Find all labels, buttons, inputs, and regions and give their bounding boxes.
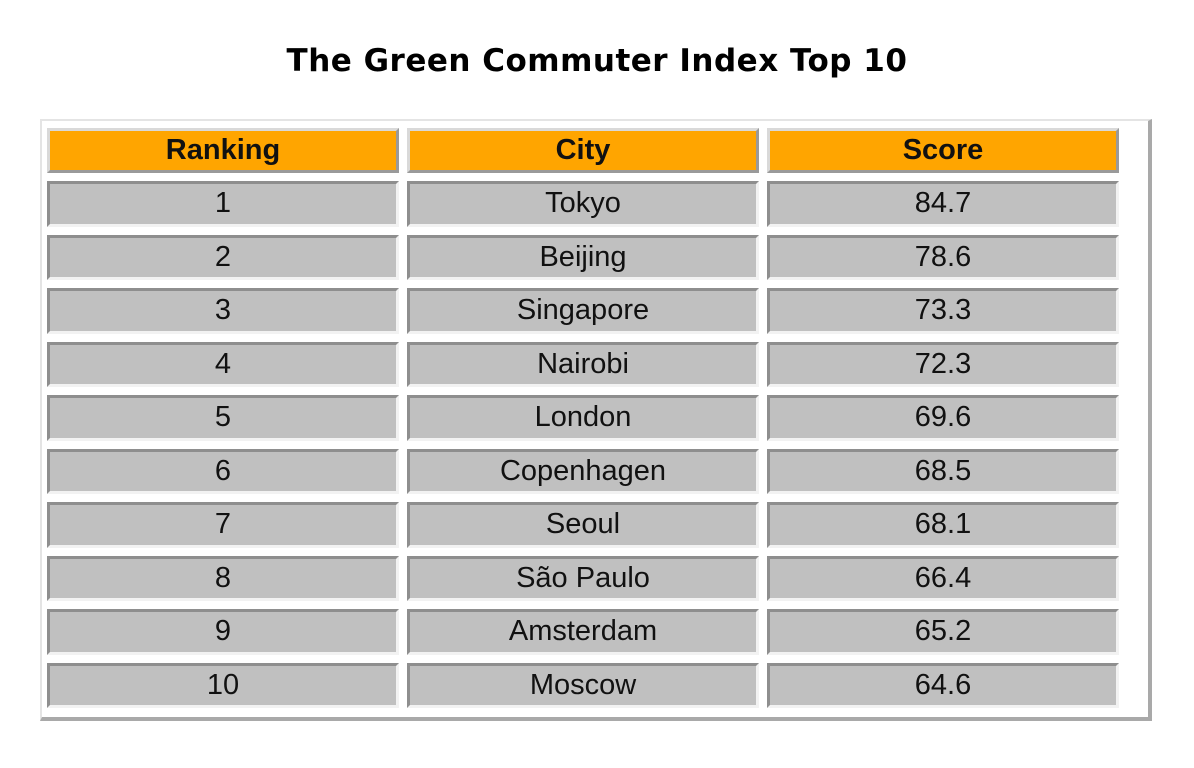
column-header-city: City (407, 128, 759, 173)
city-cell: Moscow (407, 662, 759, 708)
city-cell: Beijing (407, 234, 759, 280)
city-cell: Copenhagen (407, 448, 759, 494)
ranking-cell: 1 (47, 181, 399, 227)
table-row: 6 Copenhagen 68.5 (47, 448, 1119, 494)
table-row: 5 London 69.6 (47, 395, 1119, 441)
score-cell: 64.6 (767, 662, 1119, 708)
table-row: 7 Seoul 68.1 (47, 502, 1119, 548)
ranking-table: Ranking City Score 1 Tokyo 84.7 2 Beijin… (39, 120, 1127, 716)
ranking-table-frame: Ranking City Score 1 Tokyo 84.7 2 Beijin… (40, 119, 1152, 721)
column-header-score: Score (767, 128, 1119, 173)
column-header-ranking: Ranking (47, 128, 399, 173)
score-cell: 66.4 (767, 555, 1119, 601)
city-cell: London (407, 395, 759, 441)
city-cell: Nairobi (407, 341, 759, 387)
city-cell: Singapore (407, 288, 759, 334)
ranking-cell: 4 (47, 341, 399, 387)
score-cell: 78.6 (767, 234, 1119, 280)
score-cell: 84.7 (767, 181, 1119, 227)
table-row: 10 Moscow 64.6 (47, 662, 1119, 708)
table-row: 3 Singapore 73.3 (47, 288, 1119, 334)
score-cell: 68.5 (767, 448, 1119, 494)
table-title: The Green Commuter Index Top 10 (286, 43, 908, 79)
ranking-cell: 6 (47, 448, 399, 494)
city-cell: Seoul (407, 502, 759, 548)
city-cell: Amsterdam (407, 609, 759, 655)
ranking-cell: 7 (47, 502, 399, 548)
ranking-cell: 10 (47, 662, 399, 708)
table-row: 1 Tokyo 84.7 (47, 181, 1119, 227)
city-cell: São Paulo (407, 555, 759, 601)
table-row: 8 São Paulo 66.4 (47, 555, 1119, 601)
table-row: 9 Amsterdam 65.2 (47, 609, 1119, 655)
table-row: 2 Beijing 78.6 (47, 234, 1119, 280)
ranking-cell: 9 (47, 609, 399, 655)
ranking-cell: 3 (47, 288, 399, 334)
score-cell: 68.1 (767, 502, 1119, 548)
ranking-cell: 8 (47, 555, 399, 601)
table-row: 4 Nairobi 72.3 (47, 341, 1119, 387)
score-cell: 65.2 (767, 609, 1119, 655)
score-cell: 72.3 (767, 341, 1119, 387)
score-cell: 69.6 (767, 395, 1119, 441)
ranking-cell: 5 (47, 395, 399, 441)
score-cell: 73.3 (767, 288, 1119, 334)
table-header-row: Ranking City Score (47, 128, 1119, 173)
city-cell: Tokyo (407, 181, 759, 227)
ranking-cell: 2 (47, 234, 399, 280)
